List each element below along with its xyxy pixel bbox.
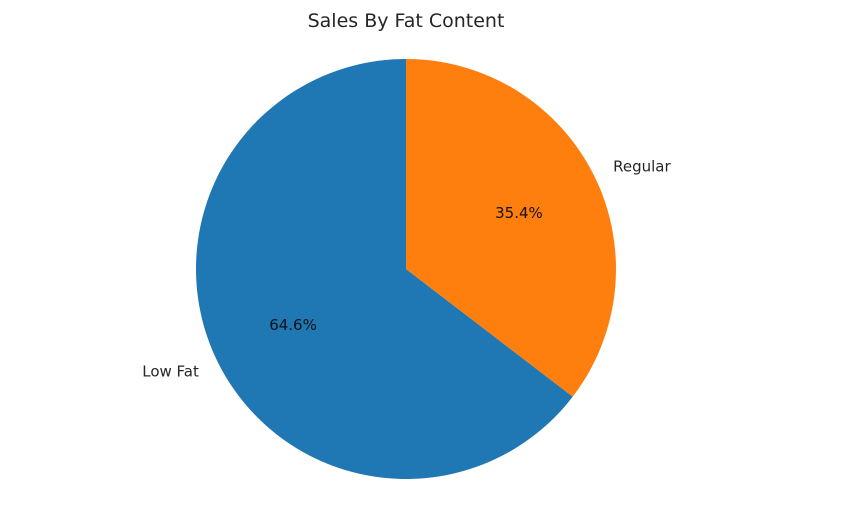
pie-slice-regular bbox=[406, 58, 616, 397]
category-label-regular: Regular bbox=[613, 158, 671, 176]
pct-label-regular: 35.4% bbox=[495, 204, 543, 222]
category-label-low-fat: Low Fat bbox=[142, 362, 199, 380]
pie-slices bbox=[195, 58, 616, 479]
pct-label-low-fat: 64.6% bbox=[269, 316, 317, 334]
chart-title: Sales By Fat Content bbox=[308, 10, 505, 32]
pie-slice-low-fat bbox=[195, 59, 573, 479]
pie-labels: 64.6% Low Fat 35.4% Regular bbox=[142, 158, 671, 381]
